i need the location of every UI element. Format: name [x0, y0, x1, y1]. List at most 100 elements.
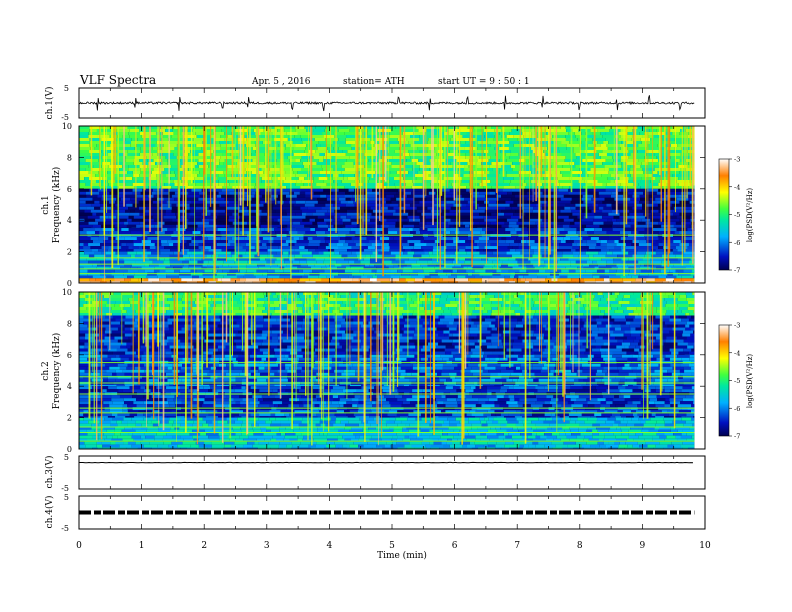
spectrogram-cell [224, 224, 230, 228]
spectrogram-cell [609, 249, 622, 252]
spectrogram-cell [607, 177, 620, 180]
spectrogram-cell [681, 278, 694, 282]
spectrogram-cell [453, 321, 460, 325]
spectrogram-cell [439, 301, 451, 304]
spectrogram-cell [362, 183, 377, 186]
spectrogram-cell [314, 263, 326, 267]
spectrogram-cell [478, 246, 485, 250]
spectrogram-cell [293, 324, 302, 328]
spectrogram-cell [159, 295, 173, 298]
spectrogram-cell [690, 327, 695, 331]
spectrogram-cell [433, 231, 446, 235]
spectrogram-cell [312, 221, 318, 225]
spectrogram-cell [195, 298, 204, 301]
spectrogram-cell [655, 197, 670, 201]
spectrogram-cell [148, 301, 156, 304]
spectrogram-cell [105, 257, 118, 261]
spectrogram-cell [222, 186, 233, 189]
spectrogram-cell [101, 150, 111, 153]
spectrogram-cell [79, 224, 93, 228]
spectrogram-cell [638, 243, 652, 247]
spectrogram-cell [124, 147, 135, 150]
spectrogram-cell [457, 269, 467, 273]
spectrogram-cell [604, 165, 617, 168]
spectrogram-cell [640, 263, 645, 267]
spectrogram-cell [510, 307, 522, 310]
spectrogram-cell [349, 313, 361, 316]
spectrogram-cell [666, 275, 677, 279]
spectrogram-cell [178, 257, 186, 261]
spectrogram-cell [587, 231, 594, 235]
spectrogram-cell [509, 141, 519, 144]
spectrogram-cell [136, 237, 148, 241]
colorbar-tick-label: -3 [734, 156, 740, 164]
spectrogram-cell [357, 156, 366, 159]
spectrogram-cell [409, 304, 417, 307]
spectrogram-cell [547, 144, 557, 147]
spectrogram-cell [297, 171, 312, 174]
spectrogram-cell [141, 228, 150, 232]
spectrogram-cell [609, 310, 615, 313]
spectrogram-cell [269, 304, 280, 307]
spectrogram-cell [651, 206, 661, 210]
spectrogram-cell [182, 313, 195, 316]
spectrogram-cell [479, 203, 489, 207]
spectrogram-cell [639, 240, 647, 244]
spectrogram-cell [505, 209, 516, 213]
spectrogram-cell [628, 251, 637, 255]
spectrogram-cell [576, 231, 581, 235]
spectrogram-cell [289, 162, 303, 165]
spectrogram-cell [305, 200, 318, 204]
spectrogram-cell [311, 171, 321, 174]
spectrogram-cell [198, 275, 213, 279]
spectrogram-cell [484, 209, 496, 213]
spectrogram-cell [159, 257, 165, 261]
spectrogram-cell [673, 251, 684, 255]
spectrogram-cell [446, 272, 452, 276]
spectrogram-cell [385, 177, 394, 180]
spectrogram-cell [322, 168, 334, 171]
spectrogram-cell [259, 254, 268, 258]
spectrogram-cell [79, 310, 90, 313]
spectrogram-cell [458, 150, 470, 153]
spectrogram-cell [104, 243, 116, 247]
spectrogram-cell [585, 269, 597, 273]
spectrogram-cell [324, 129, 331, 132]
spectrogram-cell [117, 153, 124, 156]
spectrogram-cell [91, 301, 100, 304]
spectrogram-cell [501, 237, 507, 241]
spectrogram-cell [675, 159, 680, 162]
spectrogram-cell [265, 144, 279, 147]
spectrogram-cell [224, 183, 230, 186]
spectrogram-cell [111, 272, 124, 276]
spectrogram-cell [226, 292, 233, 295]
spectrogram-cell [255, 150, 269, 153]
spectrogram-cell [552, 138, 566, 141]
spectrogram-cell [138, 246, 143, 250]
spectrogram-cell [517, 191, 527, 195]
spectrogram-cell [234, 188, 242, 192]
spectrogram-cell [372, 275, 378, 279]
spectrogram-cell [124, 141, 132, 144]
spectrogram-cell [225, 257, 237, 261]
spectrogram-cell [624, 171, 630, 174]
spectrogram-cell [101, 165, 109, 168]
spectrogram-cell [658, 243, 668, 247]
spectrogram-cell [615, 126, 628, 129]
spectrogram-cell [564, 159, 576, 162]
spectrogram-cell [389, 135, 402, 138]
spectrogram-cell [458, 147, 465, 150]
spectrogram-cell [107, 249, 114, 252]
spectrogram-cell [345, 330, 354, 334]
spectrogram-cell [494, 295, 505, 298]
spectrogram-cell [624, 206, 633, 210]
spectrogram-cell [565, 135, 576, 138]
spectrogram-cell [585, 135, 596, 138]
spectrogram-cell [691, 281, 695, 283]
spectrogram-cell [321, 295, 334, 298]
spectrogram-cell [219, 159, 225, 162]
spectrogram-cell [138, 206, 147, 210]
spectrogram-cell [162, 224, 177, 228]
spectrogram-cell [435, 141, 441, 144]
spectrogram-cell [110, 327, 118, 331]
